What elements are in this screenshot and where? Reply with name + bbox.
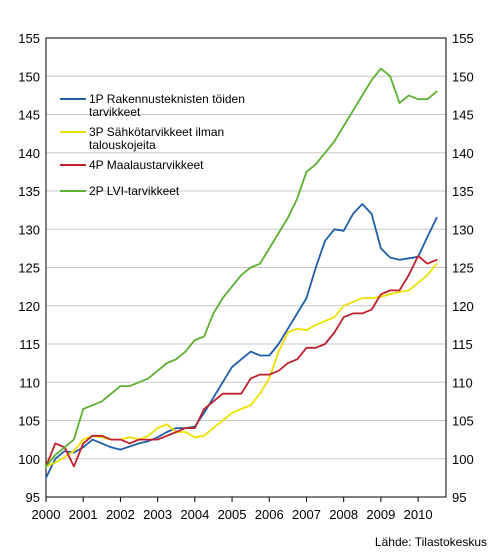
y-tick-label-right: 105 (452, 414, 474, 429)
gridlines (46, 75, 446, 460)
y-tick-label-right: 100 (452, 452, 474, 467)
x-tick-label: 2001 (69, 507, 98, 522)
y-tick-label-left: 100 (18, 452, 40, 467)
y-tick-label-right: 95 (452, 490, 466, 505)
axis-ticks: 95 95 100 100 105 105 110 110 115 115 120 120 125 125… (18, 31, 473, 522)
x-tick-label: 2004 (180, 507, 209, 522)
source-note: Lähde: Tilastokeskus (375, 535, 487, 549)
y-tick-label-right: 150 (452, 69, 474, 84)
y-tick-label-left: 145 (18, 108, 40, 123)
series-line-1 (45, 203, 438, 479)
legend-label-1: 1P Rakennusteknisten töiden (89, 92, 245, 106)
y-tick-label-right: 130 (452, 222, 474, 237)
x-tick-label: 2006 (255, 507, 284, 522)
y-tick-label-left: 95 (26, 490, 40, 505)
y-tick-label-left: 125 (18, 261, 40, 276)
y-tick-label-right: 140 (452, 146, 474, 161)
y-tick-label-left: 110 (19, 375, 40, 390)
y-tick-label-right: 125 (452, 261, 474, 276)
plot-frame (45, 37, 447, 498)
x-tick-label: 2003 (143, 507, 172, 522)
legend-label-2: 3P Sähkötarvikkeet ilman (89, 125, 224, 139)
series-line-4 (45, 67, 438, 468)
x-tick-label: 2008 (329, 507, 358, 522)
y-tick-label-left: 155 (18, 31, 40, 46)
y-tick-label-right: 135 (452, 184, 474, 199)
y-tick-label-left: 150 (18, 69, 40, 84)
x-tick-label: 2009 (366, 507, 395, 522)
legend-label-3: 4P Maalaustarvikkeet (89, 158, 204, 172)
y-tick-label-right: 145 (452, 108, 474, 123)
legend-label-4: 2P LVI-tarvikkeet (89, 184, 180, 198)
x-tick-label: 2010 (404, 507, 433, 522)
x-tick-label: 2005 (218, 507, 247, 522)
y-tick-label-right: 120 (452, 299, 474, 314)
y-tick-label-left: 130 (18, 222, 40, 237)
y-tick-label-left: 105 (18, 414, 40, 429)
y-tick-label-left: 140 (18, 146, 40, 161)
series-line-3 (45, 255, 438, 468)
y-tick-label-left: 120 (18, 299, 40, 314)
y-tick-label-right: 115 (452, 337, 473, 352)
y-tick-label-left: 115 (19, 337, 40, 352)
y-tick-label-left: 135 (18, 184, 40, 199)
y-tick-label-right: 155 (452, 31, 474, 46)
y-tick-label-right: 110 (452, 375, 473, 390)
legend-label-2: talouskojeita (89, 138, 156, 152)
legend-label-1: tarvikkeet (89, 105, 141, 119)
x-tick-label: 2000 (32, 507, 61, 522)
x-tick-label: 2007 (292, 507, 321, 522)
series-lines (45, 67, 438, 479)
x-tick-label: 2002 (106, 507, 135, 522)
